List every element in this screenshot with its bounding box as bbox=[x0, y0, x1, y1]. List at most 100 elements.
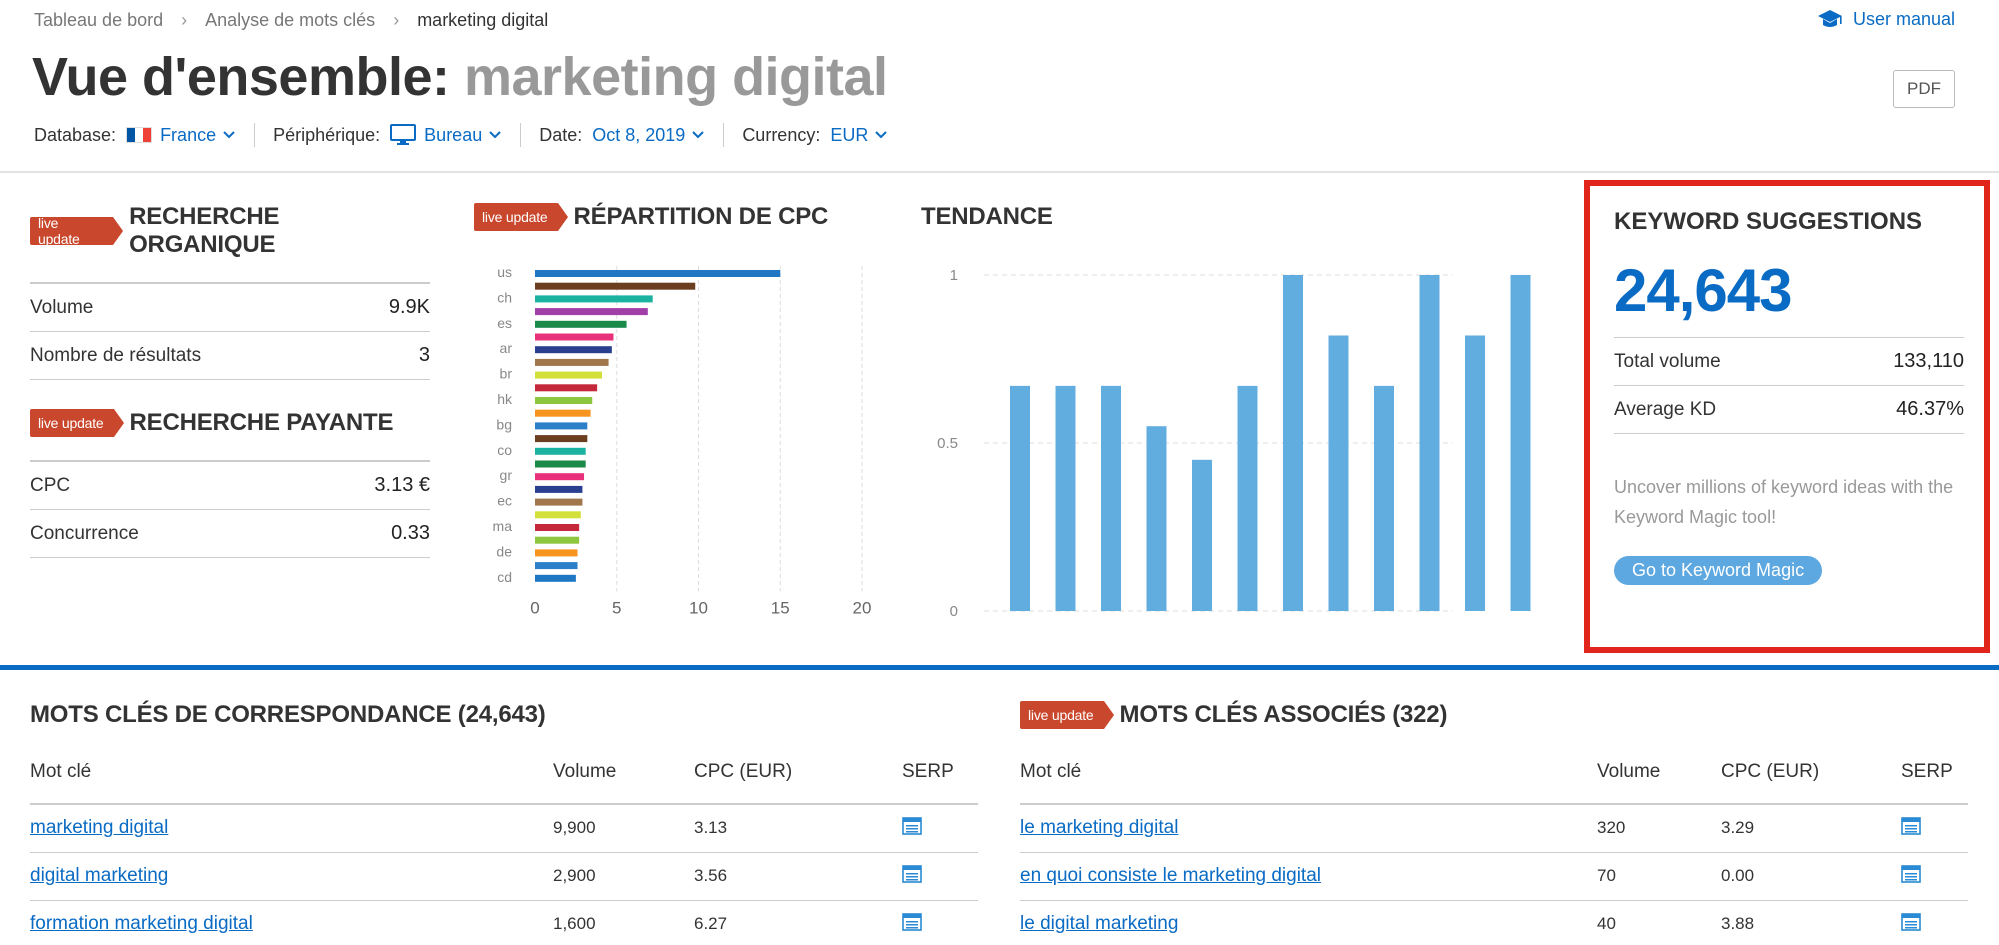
metric-row: Average KD 46.37% bbox=[1614, 386, 1964, 434]
metric-value: 133,110 bbox=[1893, 350, 1964, 372]
metric-value: 3.13 € bbox=[374, 474, 430, 496]
trend-bar bbox=[1283, 275, 1303, 611]
volume-cell: 320 bbox=[1597, 804, 1721, 853]
serp-list-icon[interactable] bbox=[902, 912, 922, 935]
keyword-link[interactable]: digital marketing bbox=[30, 865, 169, 886]
table-row: le digital marketing 40 3.88 bbox=[1020, 900, 1968, 945]
chevron-down-icon bbox=[223, 131, 235, 139]
cpc-bar bbox=[535, 346, 612, 354]
cpc-bar bbox=[535, 270, 781, 277]
metric-value: 3 bbox=[418, 344, 430, 366]
chevron-down-icon bbox=[875, 131, 888, 139]
country-label: ma bbox=[493, 518, 513, 534]
header-divider bbox=[0, 171, 1999, 173]
column-header-cpc[interactable]: CPC (EUR) bbox=[694, 740, 902, 805]
live-update-badge: live update bbox=[30, 215, 124, 247]
trend-bar bbox=[1419, 275, 1440, 611]
go-to-keyword-magic-button[interactable]: Go to Keyword Magic bbox=[1614, 556, 1823, 585]
pdf-export-button[interactable]: PDF bbox=[1893, 70, 1955, 108]
filter-divider bbox=[254, 123, 256, 147]
serp-list-icon[interactable] bbox=[902, 864, 922, 887]
y-tick-label: 0.5 bbox=[937, 435, 958, 452]
keyword-link[interactable]: formation marketing digital bbox=[30, 913, 253, 934]
column-header-volume[interactable]: Volume bbox=[1597, 740, 1721, 805]
column-header-cpc[interactable]: CPC (EUR) bbox=[1721, 740, 1901, 805]
cpc-cell: 0.00 bbox=[1721, 852, 1901, 901]
serp-cell bbox=[1901, 804, 1968, 853]
cpc-bar bbox=[535, 435, 588, 443]
trend-bar bbox=[1055, 385, 1076, 611]
filter-divider bbox=[723, 123, 725, 147]
metric-row: CPC 3.13 € bbox=[30, 462, 430, 510]
organic-search-title: live update RECHERCHE ORGANIQUE bbox=[30, 203, 430, 259]
serp-list-icon[interactable] bbox=[1901, 912, 1921, 935]
country-label: de bbox=[496, 543, 512, 559]
cpc-bar bbox=[535, 524, 580, 531]
y-tick-label: 0 bbox=[950, 603, 958, 620]
matching-keywords-section: MOTS CLÉS DE CORRESPONDANCE (24,643) Mot… bbox=[30, 700, 978, 945]
device-select[interactable]: Bureau bbox=[390, 124, 502, 146]
keyword-link[interactable]: marketing digital bbox=[30, 817, 169, 839]
cpc-bar bbox=[535, 511, 581, 519]
currency-select[interactable]: EUR bbox=[830, 125, 888, 146]
trend-chart: 00.51 bbox=[937, 267, 1531, 620]
keyword-suggestions-count[interactable]: 24,643 bbox=[1614, 257, 1793, 324]
cpc-bar bbox=[535, 320, 627, 328]
cpc-bar bbox=[535, 422, 588, 430]
cpc-bar bbox=[535, 409, 591, 417]
paid-metrics-table: CPC 3.13 € Concurrence 0.33 bbox=[30, 460, 430, 558]
serp-list-icon[interactable] bbox=[902, 816, 922, 839]
page-title: Vue d'ensemble: marketing digital bbox=[32, 46, 888, 108]
trend-title: TENDANCE bbox=[921, 203, 1053, 230]
cpc-bar bbox=[535, 371, 603, 379]
cpc-bar bbox=[535, 333, 614, 341]
keyword-link[interactable]: le digital marketing bbox=[1020, 913, 1179, 934]
table-header-row: Mot clé Volume CPC (EUR) SERP bbox=[30, 740, 978, 805]
cpc-cell: 3.29 bbox=[1721, 804, 1901, 853]
chevron-down-icon bbox=[692, 131, 705, 139]
device-label: Périphérique: bbox=[273, 124, 381, 145]
keyword-link[interactable]: en quoi consiste le marketing digital bbox=[1020, 865, 1322, 886]
currency-filter: Currency: EUR bbox=[742, 125, 888, 146]
database-value: France bbox=[160, 124, 217, 145]
database-select[interactable]: France bbox=[126, 125, 236, 146]
breadcrumb-item-dashboard[interactable]: Tableau de bord bbox=[34, 10, 164, 30]
cpc-bar bbox=[535, 549, 578, 557]
keyword-link[interactable]: le marketing digital bbox=[1020, 817, 1179, 839]
x-tick-label: 15 bbox=[771, 599, 790, 618]
paid-search-section: live update RECHERCHE PAYANTE CPC 3.13 €… bbox=[30, 409, 430, 558]
user-manual-label: User manual bbox=[1852, 8, 1955, 29]
column-header-volume[interactable]: Volume bbox=[553, 740, 694, 805]
date-select[interactable]: Oct 8, 2019 bbox=[592, 125, 705, 146]
user-manual-link[interactable]: User manual bbox=[1817, 8, 1955, 30]
country-label: gr bbox=[500, 467, 513, 483]
organic-metrics-table: Volume 9.9K Nombre de résultats 3 bbox=[30, 282, 430, 380]
cpc-bar bbox=[535, 460, 586, 468]
related-keywords-table: Mot clé Volume CPC (EUR) SERP le marketi… bbox=[1020, 740, 1968, 945]
serp-list-icon[interactable] bbox=[1901, 816, 1921, 839]
column-header-serp[interactable]: SERP bbox=[1901, 740, 1968, 805]
cpc-cell: 3.13 bbox=[694, 804, 902, 853]
organic-search-section: live update RECHERCHE ORGANIQUE Volume 9… bbox=[30, 203, 430, 380]
cpc-bar bbox=[535, 485, 583, 493]
table-row: marketing digital 9,900 3.13 bbox=[30, 804, 978, 853]
chevron-right-icon: › bbox=[181, 10, 188, 30]
serp-cell bbox=[902, 852, 978, 901]
table-row: le marketing digital 320 3.29 bbox=[1020, 804, 1968, 853]
trend-bar bbox=[1328, 335, 1349, 611]
cpc-bar bbox=[535, 574, 576, 582]
metric-label: Average KD bbox=[1614, 398, 1717, 420]
metric-label: Total volume bbox=[1614, 350, 1721, 372]
graduation-cap-icon bbox=[1817, 10, 1842, 27]
country-label: ch bbox=[497, 289, 512, 305]
matching-keywords-title: MOTS CLÉS DE CORRESPONDANCE (24,643) bbox=[30, 701, 546, 728]
chevron-right-icon: › bbox=[393, 10, 400, 30]
serp-list-icon[interactable] bbox=[1901, 864, 1921, 887]
cpc-bar bbox=[535, 473, 585, 481]
column-header-keyword[interactable]: Mot clé bbox=[1020, 740, 1597, 805]
column-header-serp[interactable]: SERP bbox=[902, 740, 978, 805]
column-header-keyword[interactable]: Mot clé bbox=[30, 740, 553, 805]
keyword-suggestions-description: Uncover millions of keyword ideas with t… bbox=[1614, 477, 1954, 527]
breadcrumb-item-keyword-analysis[interactable]: Analyse de mots clés bbox=[205, 10, 376, 30]
cpc-bar bbox=[535, 397, 593, 404]
